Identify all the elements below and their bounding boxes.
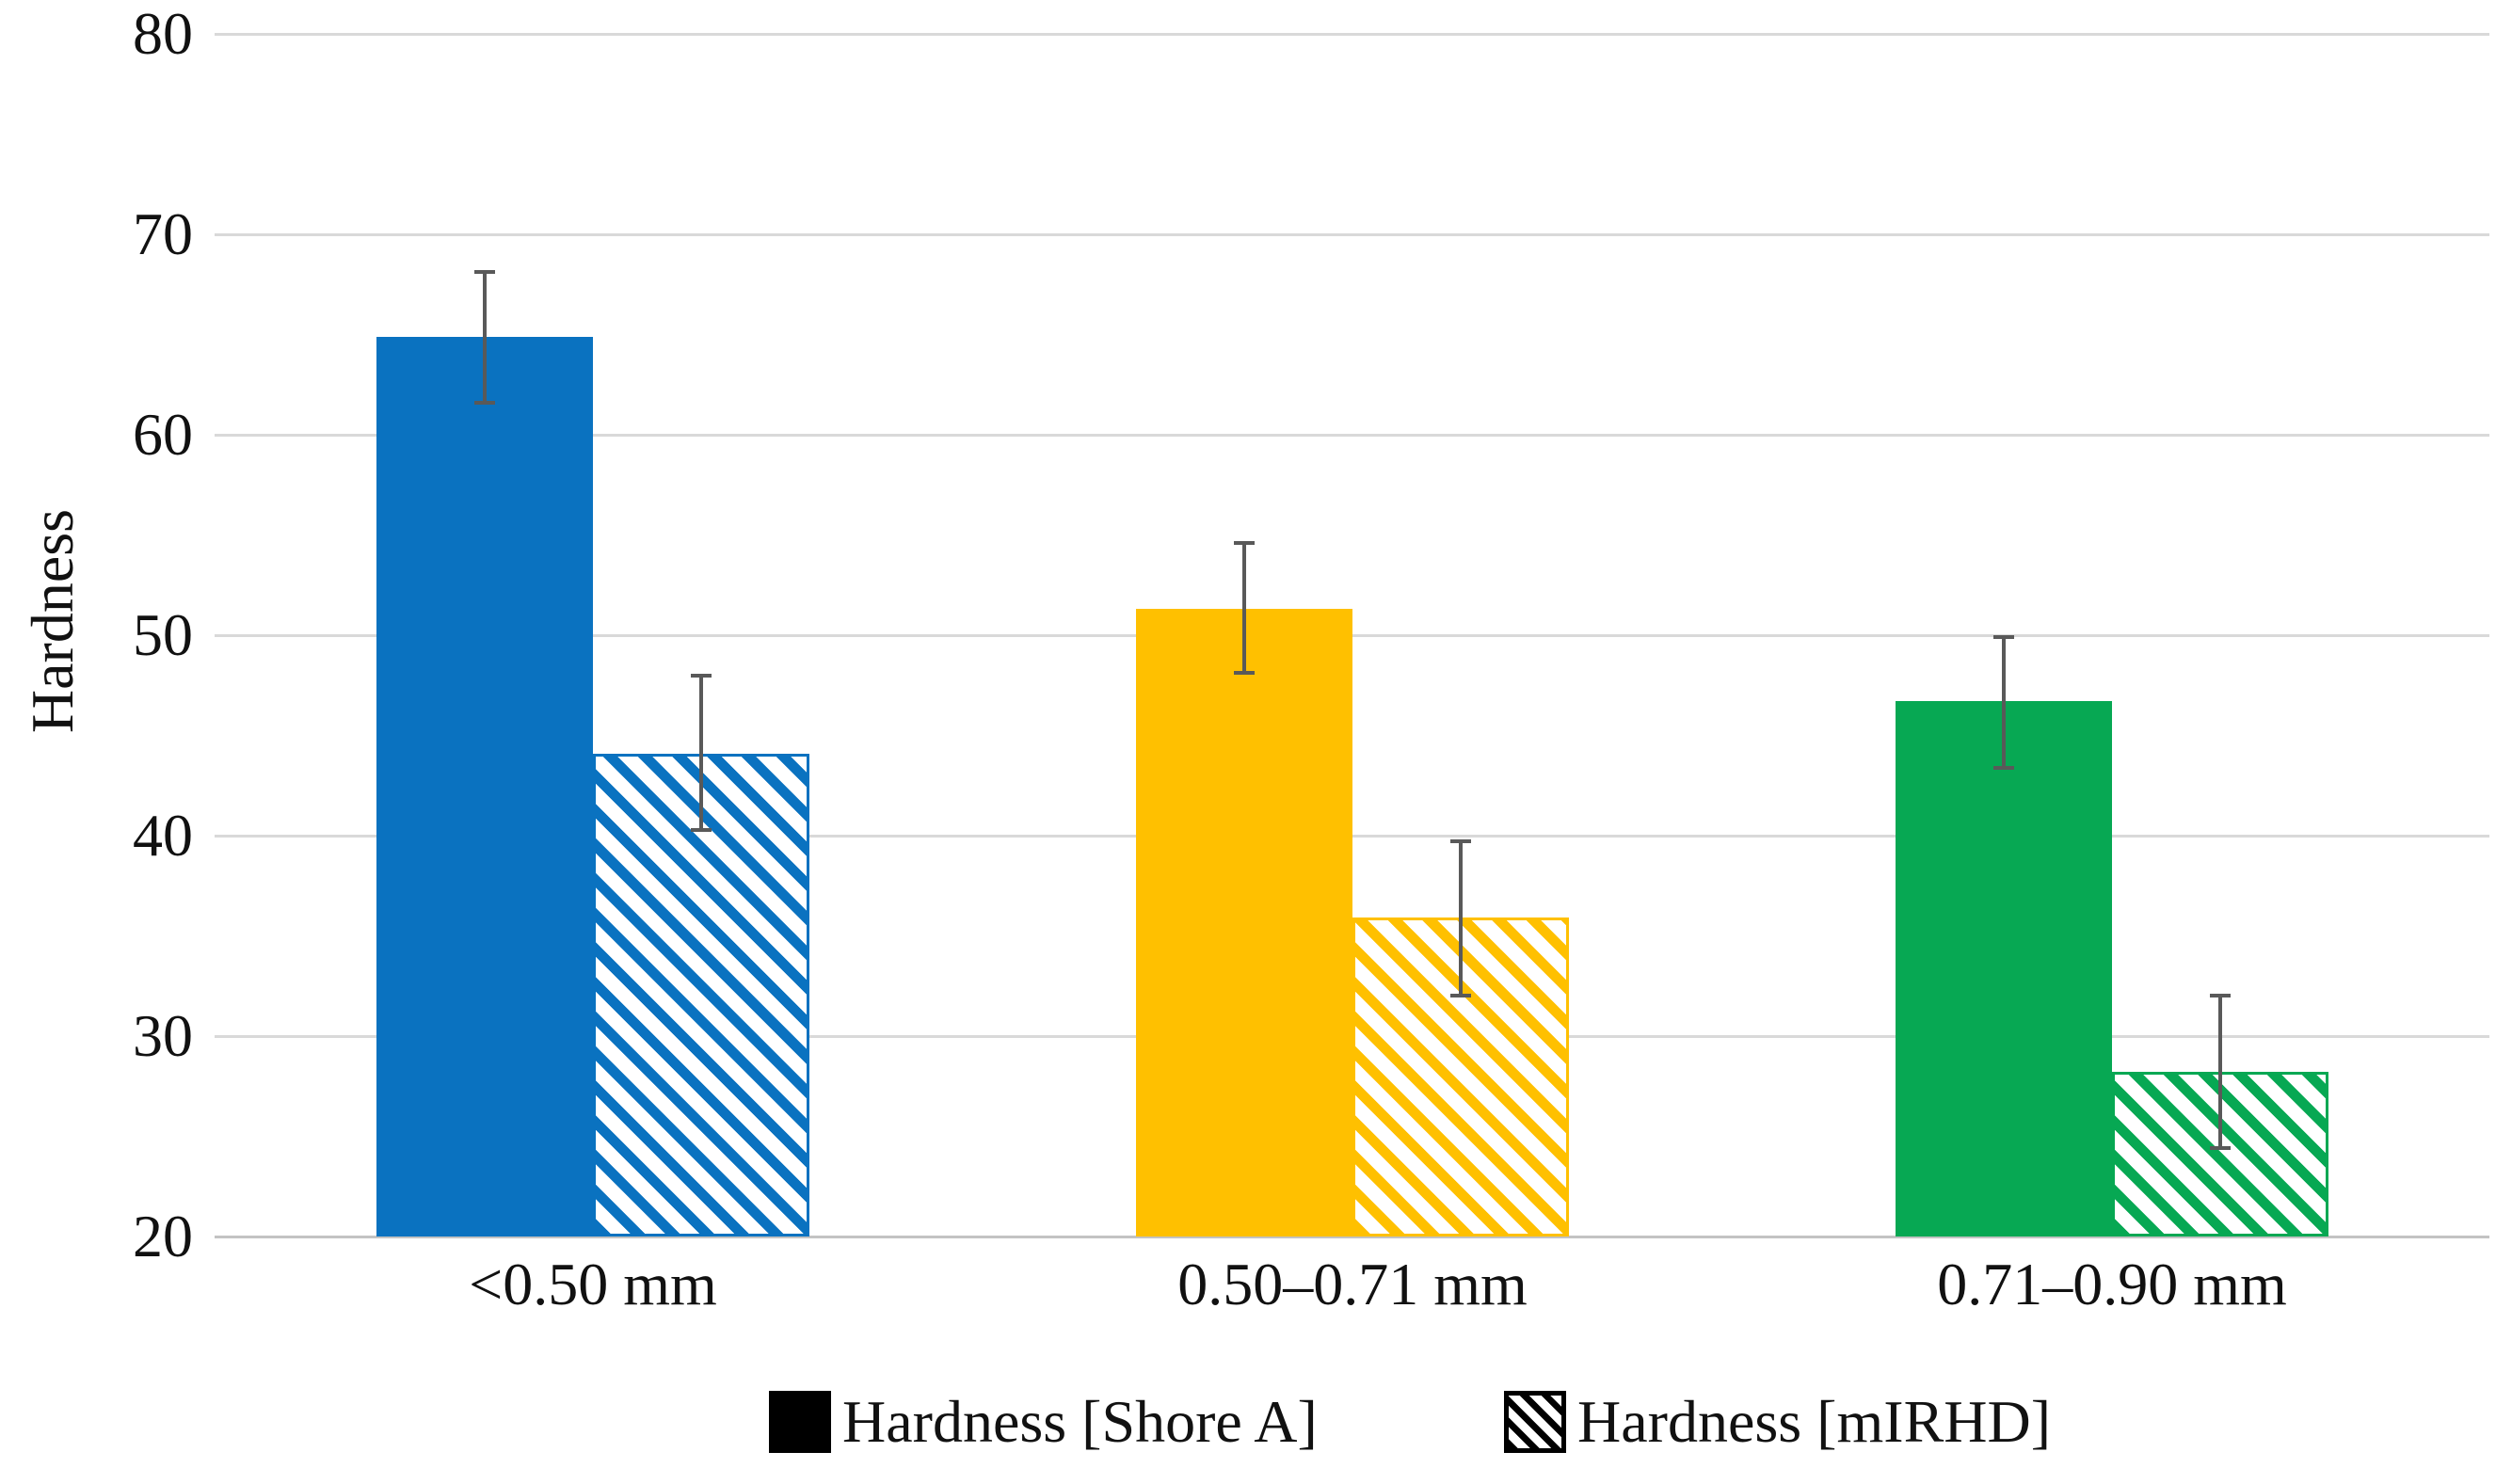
- gridline-70: [215, 232, 2489, 236]
- bar-solid-group2: [1136, 609, 1352, 1237]
- error-bar-cap: [1993, 635, 2014, 640]
- y-tick-label-70: 70: [133, 200, 193, 267]
- y-tick-label-80: 80: [133, 0, 193, 67]
- legend-swatch-solid: [769, 1391, 831, 1453]
- x-category-label-3: 0.71–0.90 mm: [1937, 1251, 2287, 1317]
- error-bar-cap: [474, 270, 495, 275]
- gridline-60: [215, 433, 2489, 437]
- error-bar-line: [1242, 543, 1246, 674]
- error-bar-line: [699, 675, 703, 830]
- error-bar-cap: [1234, 671, 1255, 676]
- bar-solid-group1: [376, 336, 593, 1237]
- error-bar-cap: [691, 827, 712, 832]
- error-bar-line: [2002, 637, 2006, 768]
- error-bar-cap: [1450, 839, 1471, 844]
- gridline-80: [215, 32, 2489, 36]
- y-tick-label-50: 50: [133, 601, 193, 668]
- y-tick-label-30: 30: [133, 1002, 193, 1069]
- error-bar-cap: [1993, 765, 2014, 770]
- y-tick-label-20: 20: [133, 1203, 193, 1269]
- error-bar-line: [483, 272, 487, 403]
- legend-item-2: Hardness [mIRHD]: [1504, 1387, 2051, 1457]
- error-bar-cap: [691, 673, 712, 678]
- error-bar-cap: [1234, 541, 1255, 546]
- y-tick-label-60: 60: [133, 401, 193, 468]
- error-bar-cap: [2210, 994, 2231, 998]
- error-bar-cap: [474, 400, 495, 405]
- error-bar-line: [2218, 996, 2222, 1149]
- error-bar-cap: [2210, 1146, 2231, 1151]
- error-bar-cap: [1450, 994, 1471, 998]
- y-tick-label-40: 40: [133, 802, 193, 869]
- bar-hatched-group1: [593, 753, 809, 1237]
- legend-label-1: Hardness [Shore A]: [842, 1388, 1318, 1455]
- legend-label-2: Hardness [mIRHD]: [1577, 1388, 2051, 1455]
- legend-item-1: Hardness [Shore A]: [769, 1387, 1318, 1457]
- error-bar-line: [1459, 841, 1463, 997]
- x-category-label-1: <0.50 mm: [469, 1251, 717, 1317]
- bar-solid-group3: [1896, 701, 2112, 1237]
- legend-swatch-hatched: [1504, 1391, 1566, 1453]
- gridline-20: [215, 1235, 2489, 1238]
- x-category-label-2: 0.50–0.71 mm: [1177, 1251, 1528, 1317]
